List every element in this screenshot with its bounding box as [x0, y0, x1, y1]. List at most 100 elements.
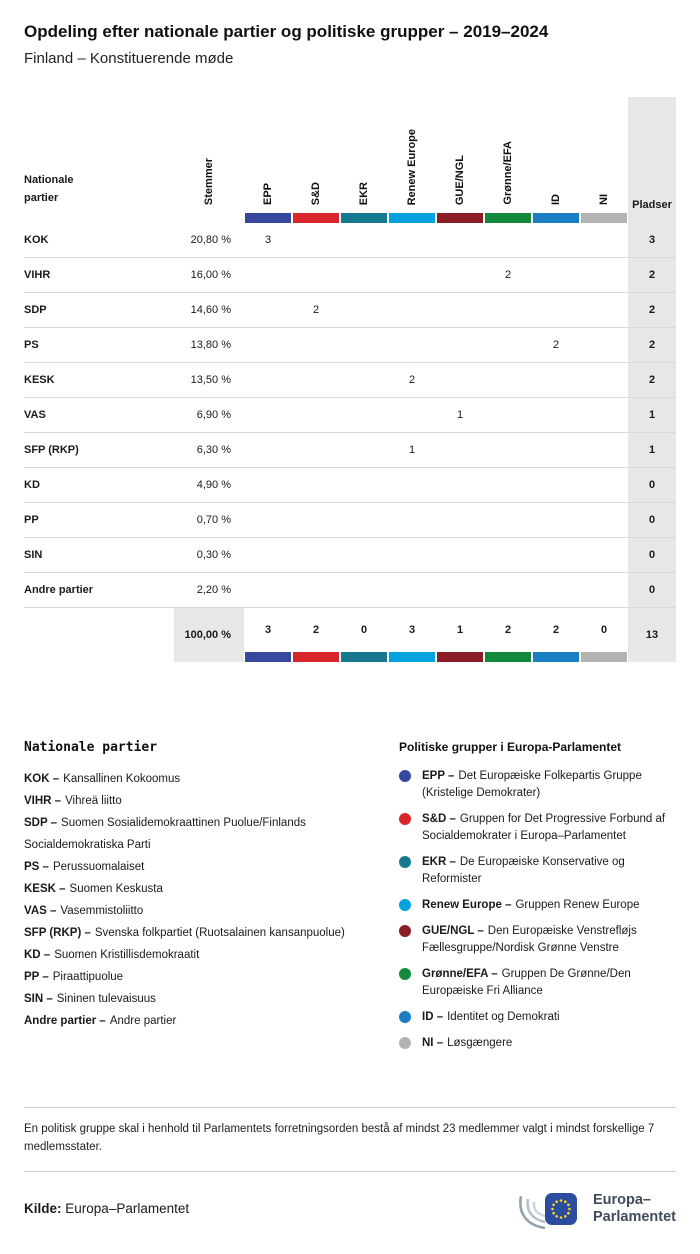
votes-value: 14,60 % [190, 304, 231, 316]
source-line: Kilde: Europa–Parlamentet [24, 1201, 189, 1216]
group-color-dot [399, 1011, 411, 1024]
group-column-header-id: ID [550, 194, 562, 205]
group-column-header-renew: Renew Europe [406, 128, 418, 205]
legend-national-title: Nationale partier [24, 740, 158, 755]
group-color-dot [399, 925, 411, 938]
legend-item: KOK – Kansallinen Kokoomus [24, 773, 181, 785]
legend-section: Nationale partier KOK – Kansallinen Kokoo… [24, 740, 676, 1061]
table-row: SFP (RKP) 6,30 % 1 1 [24, 433, 676, 468]
votes-column-header: Stemmer [203, 157, 215, 205]
total-seat-cell: 0 [360, 624, 368, 636]
table-row: SDP 14,60 % 2 2 [24, 293, 676, 328]
party-name: PS [24, 339, 39, 351]
party-name: PP [24, 514, 39, 526]
party-name: SFP (RKP) [24, 444, 79, 456]
ep-logo-icon [519, 1192, 577, 1230]
footnote: En politisk gruppe skal i henhold til Pa… [24, 1107, 676, 1172]
ep-logo: Europa– Parlamentet [513, 1184, 676, 1234]
seats-total-value: 0 [628, 468, 676, 502]
page-title: Opdeling efter nationale partier og poli… [24, 22, 549, 41]
seats-total-value: 0 [628, 503, 676, 537]
votes-value: 0,70 % [196, 514, 231, 526]
group-column-header-sd: S&D [310, 181, 322, 205]
votes-value: 0,30 % [196, 549, 231, 561]
seats-total-value: 0 [628, 573, 676, 607]
source-label: Kilde: [24, 1201, 62, 1217]
legend-item: VIHR – Vihreä liitto [24, 795, 122, 807]
color-bar [293, 213, 339, 223]
party-name: VIHR [24, 269, 51, 281]
legend-groups-title: Politiske grupper i Europa-Parlamentet [399, 740, 622, 754]
seat-cell: 2 [504, 269, 512, 281]
group-color-dot [399, 770, 411, 782]
total-seat-cell: 0 [600, 624, 608, 636]
color-bar [581, 652, 627, 662]
party-name: KD [24, 479, 40, 491]
legend-item: PS – Perussuomalaiset [24, 861, 145, 873]
seat-cell: 2 [312, 304, 320, 316]
table-row: VAS 6,90 % 1 1 [24, 398, 676, 433]
group-color-dot [399, 899, 411, 912]
legend-item: Renew Europe – Gruppen Renew Europe [399, 897, 676, 914]
color-bar [341, 652, 387, 662]
color-bar [389, 213, 435, 223]
table-row: KD 4,90 % 0 [24, 468, 676, 503]
color-bar [437, 652, 483, 662]
legend-item: SDP – Suomen Sosialidemokraattinen Puolue… [24, 817, 306, 851]
party-name: Andre partier [24, 584, 94, 596]
color-bar [437, 213, 483, 223]
color-bar [293, 652, 339, 662]
party-name: SIN [24, 549, 43, 561]
table-row: PP 0,70 % 0 [24, 503, 676, 538]
legend-item: VAS – Vasemmistoliitto [24, 905, 144, 917]
results-table: Nationale partier Stemmer EPP S&D EKR Re… [24, 97, 676, 662]
color-bar [533, 652, 579, 662]
total-seat-cell: 2 [552, 624, 560, 636]
group-column-header-ekr: EKR [358, 181, 370, 205]
group-column-header-greens: Grønne/EFA [502, 141, 514, 205]
seats-total-value: 2 [628, 328, 676, 362]
votes-value: 16,00 % [190, 269, 231, 281]
table-row: PS 13,80 % 2 2 [24, 328, 676, 363]
legend-item: KD – Suomen Kristillisdemokraatit [24, 949, 200, 961]
table-row: SIN 0,30 % 0 [24, 538, 676, 573]
group-column-header-guengl: GUE/NGL [454, 154, 466, 205]
seats-total-value: 2 [628, 258, 676, 292]
seats-total-value: 0 [628, 538, 676, 572]
color-bar [533, 213, 579, 223]
seats-total-value: 1 [628, 433, 676, 467]
legend-political-groups: Politiske grupper i Europa-Parlamentet E… [399, 740, 676, 1061]
color-bar [245, 213, 291, 223]
total-seat-cell: 3 [408, 624, 416, 636]
total-seats: 13 [628, 608, 676, 662]
legend-item: S&D – Gruppen for Det Progressive Forbund… [399, 811, 676, 845]
row-header-label: Nationale partier [24, 173, 74, 205]
votes-value: 2,20 % [196, 584, 231, 596]
legend-item: KESK – Suomen Keskusta [24, 883, 163, 895]
footer: Kilde: Europa–Parlamentet Europa– [24, 1172, 676, 1234]
total-seat-cell: 3 [264, 624, 272, 636]
group-color-dot [399, 1037, 411, 1050]
seat-cell: 3 [264, 234, 272, 246]
legend-item: GUE/NGL – Den Europæiske Venstrefløjs Fæl… [399, 923, 676, 957]
votes-value: 4,90 % [196, 479, 231, 491]
color-bar [389, 652, 435, 662]
votes-value: 6,30 % [196, 444, 231, 456]
legend-item: PP – Piraattipuolue [24, 971, 124, 983]
legend-item: ID – Identitet og Demokrati [399, 1009, 676, 1026]
group-color-dot [399, 813, 411, 826]
page-subtitle: Finland – Konstituerende møde [24, 50, 234, 67]
party-name: KESK [24, 374, 55, 386]
group-color-dot [399, 856, 411, 869]
seats-column-header: Pladser [628, 97, 676, 223]
party-name: VAS [24, 409, 46, 421]
legend-national-parties: Nationale partier KOK – Kansallinen Kokoo… [24, 740, 384, 1061]
votes-value: 13,50 % [190, 374, 231, 386]
color-bar [245, 652, 291, 662]
source-value: Europa–Parlamentet [65, 1201, 190, 1217]
color-bar [485, 213, 531, 223]
seats-total-value: 3 [628, 223, 676, 257]
table-header: Nationale partier Stemmer EPP S&D EKR Re… [24, 97, 676, 223]
ep-logo-text: Europa– Parlamentet [592, 1191, 676, 1225]
